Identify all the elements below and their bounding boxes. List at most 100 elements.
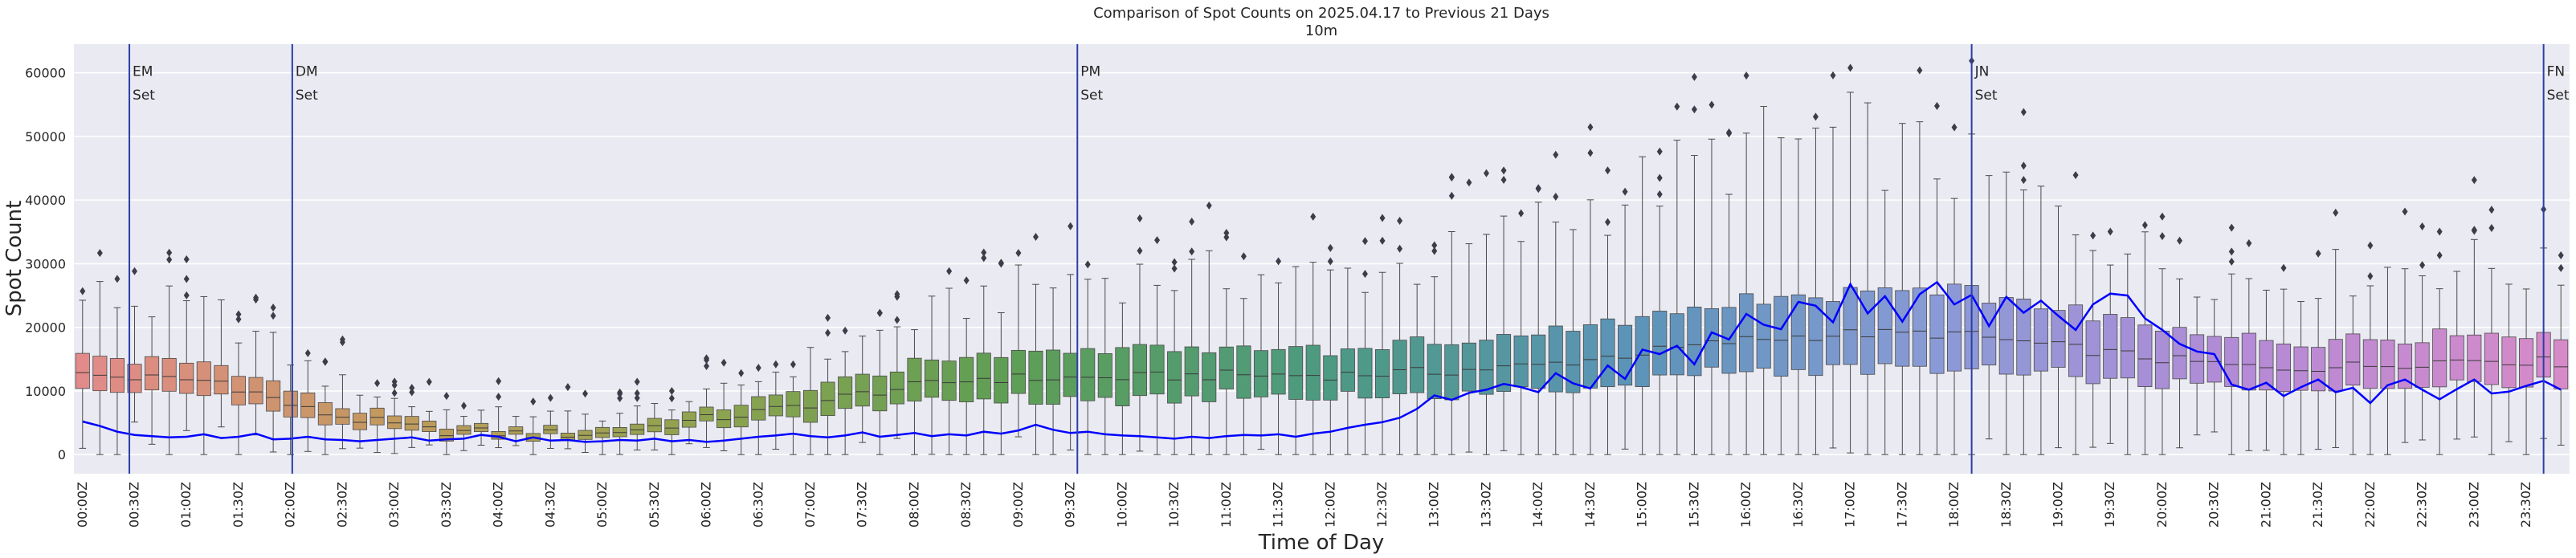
outlier-point xyxy=(391,381,398,389)
box-body xyxy=(2484,332,2499,385)
outlier-point xyxy=(773,360,779,369)
box-body xyxy=(1392,340,1407,394)
outlier-point xyxy=(270,303,276,312)
box-body xyxy=(2501,336,2517,389)
x-tick-label: 15:00Z xyxy=(1635,482,1650,527)
outlier-point xyxy=(2020,176,2027,185)
box-body xyxy=(2207,336,2222,383)
box-body xyxy=(647,417,662,433)
outlier-point xyxy=(1812,112,1819,121)
box-body xyxy=(1652,311,1668,376)
box-body xyxy=(612,426,627,438)
box-body xyxy=(1236,345,1251,399)
box-body xyxy=(2415,342,2430,388)
box-body xyxy=(439,429,454,442)
outlier-point xyxy=(668,386,675,395)
outlier-point xyxy=(1708,100,1715,109)
band-marker-label: Set xyxy=(1080,88,1103,104)
box-body xyxy=(1895,290,1910,367)
box-body xyxy=(716,409,732,429)
box-body xyxy=(127,364,142,393)
outlier-point xyxy=(2436,227,2443,236)
outlier-point xyxy=(2020,108,2027,116)
box-body xyxy=(2103,314,2118,379)
outlier-point xyxy=(634,389,640,397)
box-body xyxy=(1132,344,1147,397)
x-tick-label: 02:00Z xyxy=(283,482,298,527)
box-body xyxy=(578,430,593,440)
box-body xyxy=(1669,313,1684,376)
outlier-point xyxy=(114,275,120,283)
box-body xyxy=(1444,344,1459,401)
outlier-point xyxy=(80,287,86,295)
outlier-point xyxy=(946,267,953,275)
box-body xyxy=(733,405,749,428)
y-tick-label: 40000 xyxy=(25,193,66,208)
box-body xyxy=(422,421,437,432)
x-tick-label: 11:30Z xyxy=(1271,482,1286,527)
box-body xyxy=(2345,333,2361,386)
box-body xyxy=(214,365,229,395)
outlier-point xyxy=(443,392,450,401)
outlier-point xyxy=(2419,261,2426,270)
outlier-point xyxy=(1933,102,1940,111)
x-tick-label: 05:30Z xyxy=(647,482,662,527)
outlier-point xyxy=(183,275,190,283)
box-body xyxy=(1253,350,1269,397)
outlier-point xyxy=(634,393,640,402)
outlier-point xyxy=(409,388,415,397)
x-tick-label: 01:00Z xyxy=(178,482,194,527)
x-tick-label: 15:30Z xyxy=(1686,482,1701,527)
outlier-point xyxy=(2558,263,2564,272)
y-tick-label: 20000 xyxy=(25,320,66,336)
grid-lines xyxy=(74,71,2570,455)
outlier-point xyxy=(634,377,640,386)
outlier-point xyxy=(2228,247,2235,256)
x-tick-label: 19:30Z xyxy=(2102,482,2117,527)
outlier-point xyxy=(1223,229,1230,238)
x-axis-ticks: 00:00Z 00:30Z 01:00Z 01:30Z 02:00Z 02:30Z 03:0… xyxy=(75,482,2533,527)
outlier-point xyxy=(322,357,329,366)
outlier-point xyxy=(1691,105,1697,114)
box-body xyxy=(802,389,819,423)
plot-area xyxy=(74,44,2570,474)
outlier-point xyxy=(547,393,553,402)
box-body xyxy=(92,356,108,392)
box-body xyxy=(456,425,472,435)
x-tick-label: 22:00Z xyxy=(2362,482,2378,527)
x-tick-label: 07:00Z xyxy=(802,482,818,527)
x-tick-label: 09:00Z xyxy=(1010,482,1026,527)
outlier-point xyxy=(617,388,623,397)
box-body xyxy=(2519,338,2534,388)
outlier-point xyxy=(1743,71,1749,80)
outlier-point xyxy=(304,348,311,357)
x-axis-label: Time of Day xyxy=(1258,531,1385,555)
outlier-point xyxy=(2333,208,2339,217)
box-body xyxy=(1063,352,1078,397)
box-body xyxy=(179,362,194,394)
box-body xyxy=(335,408,350,425)
outlier-point xyxy=(1605,218,1611,226)
outlier-point xyxy=(1206,202,1212,210)
x-tick-label: 10:30Z xyxy=(1166,482,1182,527)
box-body xyxy=(1825,301,1841,365)
outlier-point xyxy=(738,369,745,377)
box-body xyxy=(1843,287,1858,365)
outlier-point xyxy=(1951,123,1958,132)
outlier-point xyxy=(582,389,589,398)
box-series xyxy=(75,56,2569,455)
outlier-point xyxy=(1448,173,1455,182)
outlier-point xyxy=(1171,264,1178,273)
band-marker-label: PM xyxy=(1080,64,1100,80)
box-body xyxy=(630,423,645,435)
outlier-point xyxy=(1691,72,1697,81)
outlier-point xyxy=(876,308,883,317)
box-body xyxy=(2293,346,2309,391)
x-tick-label: 03:00Z xyxy=(386,482,402,527)
band-marker-label: Set xyxy=(133,88,155,104)
outlier-point xyxy=(1587,149,1594,157)
band-marker-label: EM xyxy=(133,64,153,80)
box-body xyxy=(2172,327,2187,380)
box-body xyxy=(907,357,922,401)
